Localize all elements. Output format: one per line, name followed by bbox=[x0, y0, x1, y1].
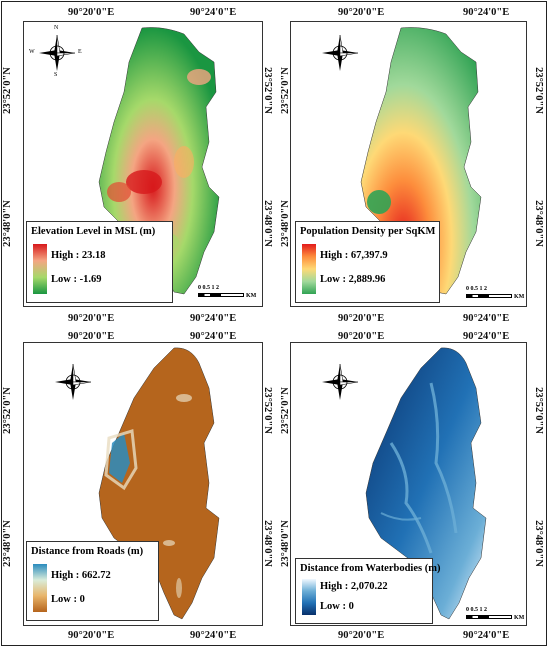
lon-label-top-right-panel-left: 90°20'0"E bbox=[338, 7, 385, 18]
legend-low: Low : 0 bbox=[320, 601, 354, 612]
lat-label-3: 23°52'0"N bbox=[261, 67, 273, 114]
lon-label-mid-2: 90°24'0"E bbox=[190, 313, 237, 324]
lon-label-bottom-1: 90°20'0"E bbox=[68, 630, 115, 641]
legend-color-ramp bbox=[33, 244, 47, 294]
lon-label-bottom-4: 90°24'0"E bbox=[463, 630, 510, 641]
lon-label-mid-6: 90°24'0"E bbox=[190, 331, 237, 342]
scale-bar-graphic bbox=[466, 615, 512, 619]
lon-label-top-left-panel-right: 90°24'0"E bbox=[190, 7, 237, 18]
waterbodies-map bbox=[365, 347, 487, 620]
legend-high: High : 662.72 bbox=[51, 570, 111, 581]
legend-title: Distance from Roads (m) bbox=[31, 546, 144, 557]
scale-ticks: 0 0.5 1 2 bbox=[466, 607, 487, 613]
lon-label-top-right: 90°24'0"E bbox=[463, 7, 510, 18]
legend-high: High : 23.18 bbox=[51, 250, 106, 261]
lat-label-15: 23°52'0"N bbox=[532, 387, 544, 434]
legend-high: High : 67,397.9 bbox=[320, 250, 388, 261]
legend-low: Low : 0 bbox=[51, 594, 85, 605]
lon-label-bottom-3: 90°20'0"E bbox=[338, 630, 385, 641]
lon-label-bottom-2: 90°24'0"E bbox=[190, 630, 237, 641]
lat-label-9: 23°52'0"N bbox=[1, 387, 13, 434]
legend-title: Elevation Level in MSL (m) bbox=[31, 226, 156, 237]
lon-label-mid-5: 90°20'0"E bbox=[68, 331, 115, 342]
lat-label-4: 23°48'0"N bbox=[261, 200, 273, 247]
north-arrow-compass-icon bbox=[319, 32, 361, 74]
lon-label-mid-7: 90°20'0"E bbox=[338, 331, 385, 342]
legend-low: Low : 2,889.96 bbox=[320, 274, 386, 285]
scale-ticks: 0 0.5 1 2 bbox=[466, 286, 487, 292]
scale-bar-graphic bbox=[198, 293, 244, 297]
scale-unit: KM bbox=[514, 615, 525, 621]
north-arrow-compass-icon bbox=[52, 361, 94, 403]
legend-color-ramp bbox=[33, 564, 47, 612]
roads-legend: Distance from Roads (m) High : 662.72 Lo… bbox=[26, 541, 159, 621]
lat-label-11: 23°52'0"N bbox=[261, 387, 273, 434]
lon-label-mid-1: 90°20'0"E bbox=[68, 313, 115, 324]
lon-label-mid-4: 90°24'0"E bbox=[463, 313, 510, 324]
compass-e-label: E bbox=[78, 49, 82, 55]
study-area-shape bbox=[365, 347, 487, 620]
legend-low: Low : -1.69 bbox=[51, 274, 102, 285]
north-arrow-compass-icon: N S E W bbox=[29, 25, 82, 78]
legend-high: High : 2,070.22 bbox=[320, 581, 388, 592]
elevation-legend: Elevation Level in MSL (m) High : 23.18 … bbox=[26, 221, 173, 303]
legend-color-ramp bbox=[302, 579, 316, 615]
lat-label-2: 23°48'0"N bbox=[1, 200, 13, 247]
legend-title: Distance from Waterbodies (m) bbox=[300, 563, 441, 574]
lat-label-7: 23°52'0"N bbox=[532, 67, 544, 114]
compass-n-label: N bbox=[54, 25, 59, 31]
population-map-panel: Population Density per SqKM High : 67,39… bbox=[290, 21, 527, 307]
lat-label-16: 23°48'0"N bbox=[532, 520, 544, 567]
lon-label-top-left: 90°20'0"E bbox=[68, 7, 115, 18]
lat-label-12: 23°48'0"N bbox=[261, 520, 273, 567]
lon-label-mid-3: 90°20'0"E bbox=[338, 313, 385, 324]
study-area-shape bbox=[98, 347, 220, 620]
compass-s-label: S bbox=[54, 72, 58, 78]
waterbodies-map-panel: Distance from Waterbodies (m) High : 2,0… bbox=[290, 342, 527, 626]
scale-ticks: 0 0.5 1 2 bbox=[198, 285, 219, 291]
lat-label-8: 23°48'0"N bbox=[532, 200, 544, 247]
compass-w-label: W bbox=[29, 49, 35, 55]
north-arrow-compass-icon bbox=[319, 361, 361, 403]
population-legend: Population Density per SqKM High : 67,39… bbox=[295, 221, 440, 303]
elevation-map-panel: N S E W Elevation Level in MSL (m) High … bbox=[23, 21, 263, 307]
scale-unit: KM bbox=[246, 293, 257, 299]
lon-label-mid-8: 90°24'0"E bbox=[463, 331, 510, 342]
roads-map-panel: Distance from Roads (m) High : 662.72 Lo… bbox=[23, 342, 263, 626]
scale-unit: KM bbox=[514, 294, 525, 300]
legend-title: Population Density per SqKM bbox=[300, 226, 436, 237]
waterbodies-legend: Distance from Waterbodies (m) High : 2,0… bbox=[295, 558, 440, 624]
roads-map bbox=[98, 347, 220, 620]
lat-label-1: 23°52'0"N bbox=[1, 67, 13, 114]
lat-label-10: 23°48'0"N bbox=[1, 520, 13, 567]
scale-bar-graphic bbox=[466, 294, 512, 298]
legend-color-ramp bbox=[302, 244, 316, 294]
